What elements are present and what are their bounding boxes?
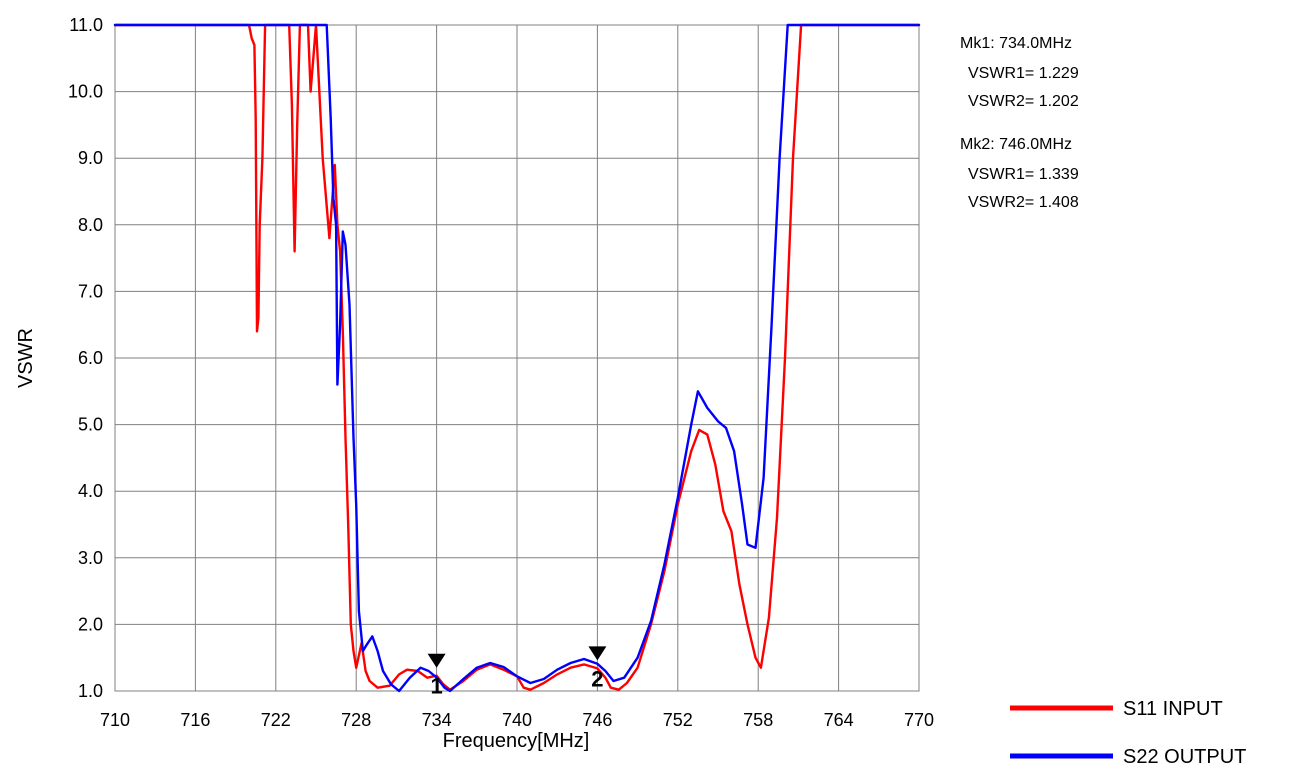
mk2-vswr1: VSWR1= 1.339 [968, 166, 1079, 183]
x-tick-label: 722 [261, 710, 291, 730]
y-tick-labels: 1.0 2.0 3.0 4.0 5.0 6.0 7.0 8.0 9.0 10.0 11.0 [68, 15, 103, 701]
series-line-s22 [113, 23, 921, 693]
x-tick-label: 728 [341, 710, 371, 730]
marker-triangle [427, 653, 446, 668]
series-line-s11 [113, 23, 921, 691]
legend-label-s11: S11 INPUT [1123, 698, 1223, 720]
mk1-title: Mk1: 734.0MHz [960, 35, 1072, 52]
x-tick-label: 740 [502, 710, 532, 730]
x-tick-label: 758 [743, 710, 773, 730]
y-tick-label: 1.0 [78, 681, 103, 701]
x-tick-label: 752 [663, 710, 693, 730]
legend-label-s22: S22 OUTPUT [1123, 746, 1246, 768]
y-tick-label: 4.0 [78, 481, 103, 501]
y-tick-label: 8.0 [78, 215, 103, 235]
y-tick-label: 9.0 [78, 148, 103, 168]
y-axis-title: VSWR [15, 328, 37, 388]
mk2-title: Mk2: 746.0MHz [960, 136, 1072, 153]
marker-number: 1 [430, 674, 442, 699]
x-tick-label: 764 [824, 710, 854, 730]
x-tick-labels: 710 716 722 728 734 740 746 752 758 764 770 [100, 710, 934, 730]
y-tick-label: 3.0 [78, 548, 103, 568]
y-tick-label: 7.0 [78, 281, 103, 301]
mk1-vswr1: VSWR1= 1.229 [968, 65, 1079, 82]
x-axis-title: Frequency[MHz] [443, 730, 590, 752]
marker-readout: Mk1: 734.0MHz VSWR1= 1.229 VSWR2= 1.202 … [960, 35, 1079, 211]
series-lines [113, 23, 921, 693]
mk2-vswr2: VSWR2= 1.408 [968, 194, 1079, 211]
y-tick-label: 5.0 [78, 415, 103, 435]
x-tick-label: 716 [180, 710, 210, 730]
marker-number: 2 [591, 666, 603, 691]
mk1-vswr2: VSWR2= 1.202 [968, 93, 1079, 110]
y-tick-label: 11.0 [69, 15, 103, 35]
marker-triangle [588, 646, 607, 661]
y-tick-label: 6.0 [78, 348, 103, 368]
plot-grid [115, 25, 919, 691]
x-tick-label: 734 [422, 710, 452, 730]
y-tick-label: 10.0 [68, 82, 103, 102]
x-tick-label: 770 [904, 710, 934, 730]
plot-frame [114, 24, 920, 692]
y-tick-label: 2.0 [78, 614, 103, 634]
x-tick-label: 746 [582, 710, 612, 730]
x-tick-label: 710 [100, 710, 130, 730]
legend: S11 INPUT S22 OUTPUT [1010, 698, 1246, 768]
